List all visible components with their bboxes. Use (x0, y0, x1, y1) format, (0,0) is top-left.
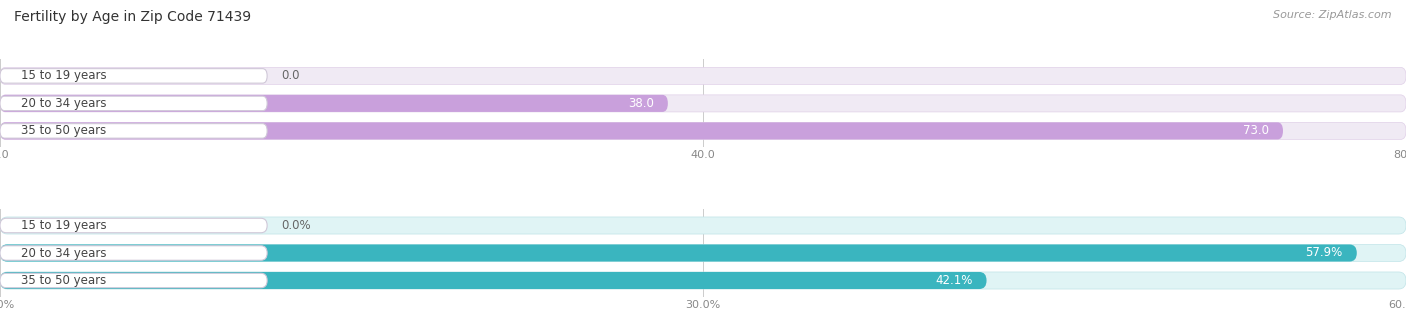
FancyBboxPatch shape (0, 245, 1406, 261)
FancyBboxPatch shape (0, 218, 267, 233)
Text: 35 to 50 years: 35 to 50 years (21, 274, 107, 287)
Text: Source: ZipAtlas.com: Source: ZipAtlas.com (1274, 10, 1392, 20)
FancyBboxPatch shape (0, 95, 668, 112)
FancyBboxPatch shape (0, 124, 267, 138)
FancyBboxPatch shape (0, 272, 987, 289)
FancyBboxPatch shape (0, 217, 1406, 234)
FancyBboxPatch shape (0, 273, 267, 288)
FancyBboxPatch shape (0, 96, 267, 111)
Text: 57.9%: 57.9% (1306, 247, 1343, 259)
Text: Fertility by Age in Zip Code 71439: Fertility by Age in Zip Code 71439 (14, 10, 252, 24)
Text: 0.0: 0.0 (281, 69, 299, 82)
FancyBboxPatch shape (0, 69, 267, 83)
Text: 15 to 19 years: 15 to 19 years (21, 219, 107, 232)
FancyBboxPatch shape (0, 272, 1406, 289)
Text: 38.0: 38.0 (628, 97, 654, 110)
Text: 15 to 19 years: 15 to 19 years (21, 69, 107, 82)
FancyBboxPatch shape (0, 245, 1357, 261)
FancyBboxPatch shape (0, 122, 1282, 140)
Text: 20 to 34 years: 20 to 34 years (21, 97, 107, 110)
Text: 0.0%: 0.0% (281, 219, 311, 232)
Text: 42.1%: 42.1% (935, 274, 973, 287)
FancyBboxPatch shape (0, 67, 1406, 84)
Text: 35 to 50 years: 35 to 50 years (21, 124, 107, 137)
Text: 20 to 34 years: 20 to 34 years (21, 247, 107, 259)
Text: 73.0: 73.0 (1243, 124, 1268, 137)
FancyBboxPatch shape (0, 246, 267, 260)
FancyBboxPatch shape (0, 122, 1406, 140)
FancyBboxPatch shape (0, 95, 1406, 112)
